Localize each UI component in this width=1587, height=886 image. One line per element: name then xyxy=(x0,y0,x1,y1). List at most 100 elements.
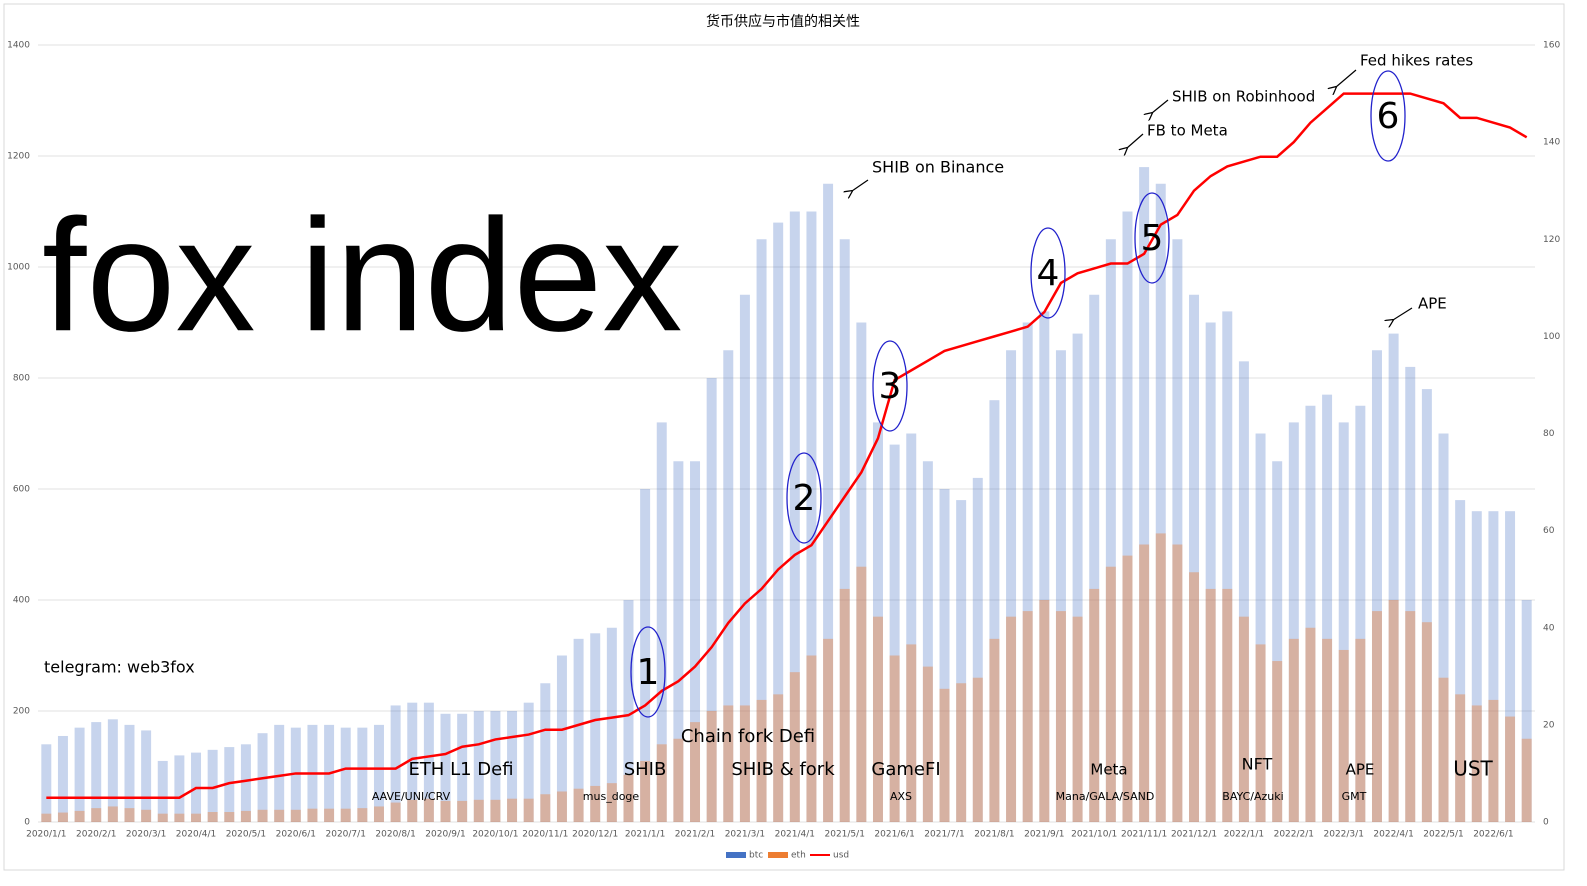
bar xyxy=(1272,661,1283,822)
bar xyxy=(174,755,185,822)
bar xyxy=(357,727,368,822)
bar xyxy=(457,713,468,822)
bar xyxy=(1455,694,1466,822)
bar xyxy=(440,713,451,822)
bar xyxy=(191,813,202,822)
bar xyxy=(1189,572,1200,822)
bar xyxy=(756,699,767,822)
bar xyxy=(1089,588,1100,822)
legend-swatch xyxy=(768,852,788,858)
y-tick-label: 400 xyxy=(13,596,30,606)
bar xyxy=(1288,422,1299,822)
bar xyxy=(872,616,883,822)
annotation: NFT xyxy=(1242,755,1273,774)
bar xyxy=(141,809,152,822)
bar xyxy=(1189,294,1200,822)
bar xyxy=(1055,350,1066,822)
bar xyxy=(1139,167,1150,823)
y-tick-label: 1200 xyxy=(7,152,30,162)
bar xyxy=(889,655,900,822)
bar xyxy=(440,800,451,822)
annotation: BAYC/Azuki xyxy=(1222,790,1283,803)
bar xyxy=(839,239,850,822)
bar xyxy=(1039,311,1050,822)
bar xyxy=(540,683,551,822)
bar xyxy=(74,810,85,822)
y-tick-label: 0 xyxy=(24,818,30,828)
bar xyxy=(1421,622,1432,822)
bar xyxy=(789,672,800,822)
y-tick-label: 800 xyxy=(13,374,30,384)
bar xyxy=(174,813,185,822)
bar xyxy=(706,711,717,822)
bar xyxy=(1205,322,1216,822)
bar xyxy=(922,461,933,822)
watermark: fox index xyxy=(42,185,682,364)
bar xyxy=(1438,677,1449,822)
bar xyxy=(240,810,251,822)
annotation: ETH L1 Defi xyxy=(408,759,513,780)
bar xyxy=(1105,239,1116,822)
bar xyxy=(1122,555,1133,822)
annotation: Fed hikes rates xyxy=(1360,52,1473,70)
bar xyxy=(1521,600,1532,822)
bar xyxy=(523,702,534,822)
y2-tick-label: 120 xyxy=(1543,235,1560,245)
x-tick-label: 2021/1/1 xyxy=(625,830,665,840)
bar xyxy=(307,808,318,822)
bar xyxy=(673,461,684,822)
bar xyxy=(1371,350,1382,822)
x-tick-label: 2020/11/1 xyxy=(522,830,568,840)
bar xyxy=(124,724,135,822)
bar xyxy=(972,677,983,822)
bar xyxy=(1471,705,1482,822)
x-tick-label: 2021/2/1 xyxy=(675,830,715,840)
phase-circle xyxy=(872,340,908,432)
x-tick-label: 2020/3/1 xyxy=(126,830,166,840)
bar xyxy=(473,711,484,822)
annotation: GMT xyxy=(1342,790,1367,803)
chart-frame xyxy=(3,3,1565,871)
bar xyxy=(989,400,1000,822)
bar xyxy=(922,666,933,822)
phase-label: 5 xyxy=(1141,218,1164,259)
bar xyxy=(1505,511,1516,822)
bar xyxy=(939,688,950,822)
bar xyxy=(490,711,501,822)
annotation: AXS xyxy=(890,790,912,803)
bar xyxy=(107,719,118,822)
bar xyxy=(656,422,667,822)
bar xyxy=(1089,294,1100,822)
chart-title: 货币供应与市值的相关性 xyxy=(706,13,860,30)
x-tick-label: 2021/9/1 xyxy=(1024,830,1064,840)
bar xyxy=(656,744,667,822)
bar xyxy=(1172,239,1183,822)
bar xyxy=(1388,333,1399,822)
y-tick-label: 600 xyxy=(13,485,30,495)
bar xyxy=(274,724,285,822)
x-tick-label: 2022/6/1 xyxy=(1473,830,1513,840)
x-tick-label: 2022/1/1 xyxy=(1224,830,1264,840)
annotation: APE xyxy=(1418,295,1447,313)
bar xyxy=(723,350,734,822)
phase-label: 6 xyxy=(1377,96,1400,137)
bar xyxy=(1055,611,1066,822)
bar xyxy=(1006,616,1017,822)
bar xyxy=(224,812,235,822)
legend-label: btc xyxy=(749,851,763,861)
bar xyxy=(1322,394,1333,822)
bar xyxy=(823,638,834,822)
bar xyxy=(1322,638,1333,822)
annotation: APE xyxy=(1346,761,1375,779)
phase-circle xyxy=(630,626,666,718)
x-tick-label: 2021/10/1 xyxy=(1071,830,1117,840)
bar xyxy=(1488,699,1499,822)
x-tick-label: 2020/8/1 xyxy=(375,830,415,840)
bar xyxy=(1505,716,1516,822)
bar xyxy=(1072,333,1083,822)
bar xyxy=(773,694,784,822)
x-tick-label: 2020/10/1 xyxy=(472,830,518,840)
phase-label: 3 xyxy=(879,366,902,407)
bar xyxy=(473,799,484,822)
bar xyxy=(1072,616,1083,822)
